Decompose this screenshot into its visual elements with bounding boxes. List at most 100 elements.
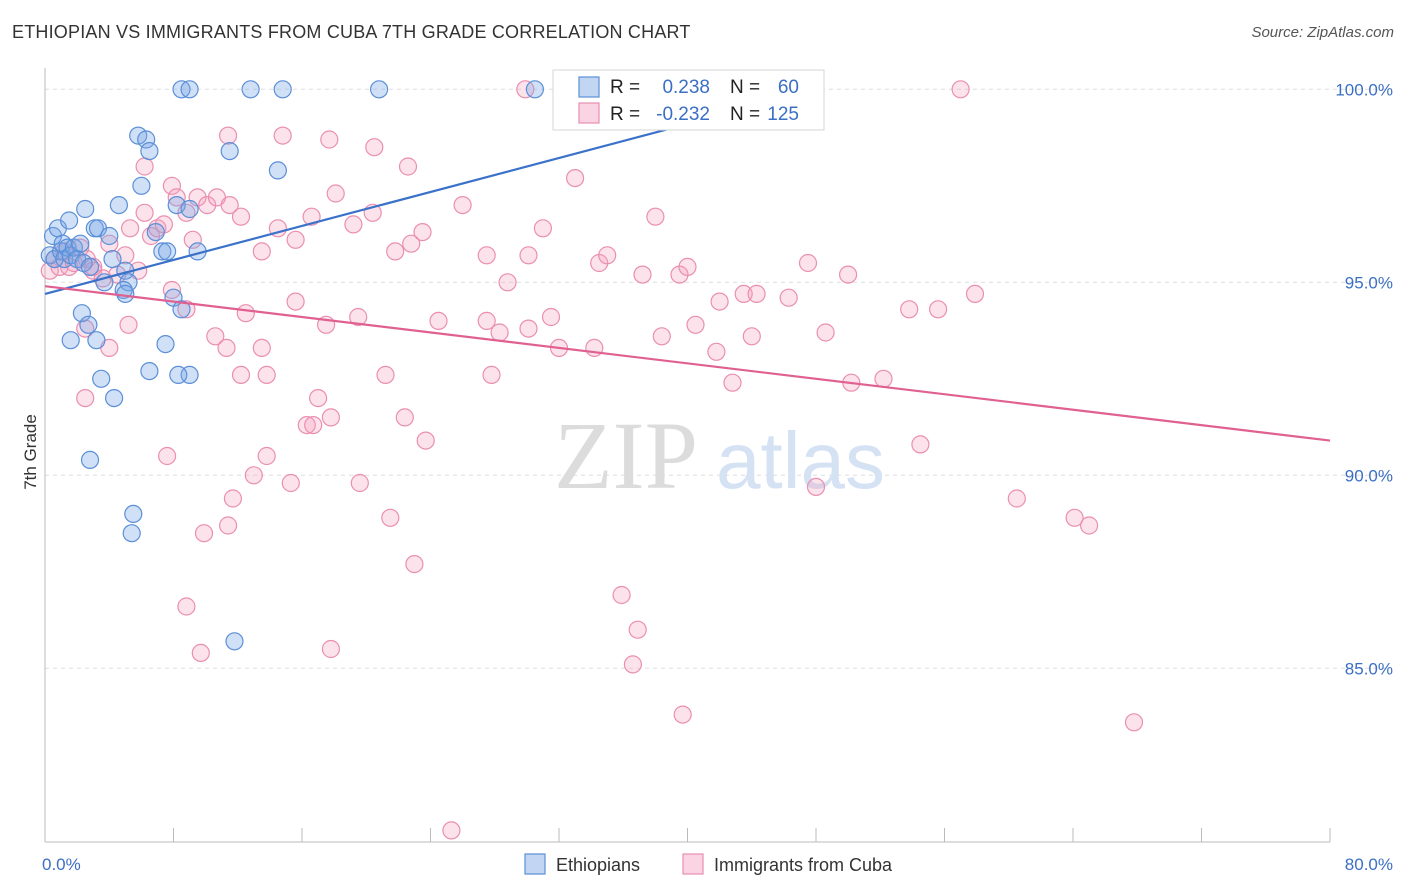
point-cuba-116 [177, 597, 196, 616]
point-cuba-109 [381, 508, 400, 527]
point-cuba-39 [498, 273, 517, 292]
point-ethiopians-40 [370, 80, 389, 99]
point-cuba-96 [723, 373, 742, 392]
point-cuba-113 [1007, 489, 1026, 508]
point-cuba-44 [598, 246, 617, 265]
point-cuba-120 [628, 620, 647, 639]
point-cuba-65 [206, 327, 225, 346]
point-cuba-72 [376, 365, 395, 384]
point-cuba-45 [633, 265, 652, 284]
point-cuba-56 [320, 130, 339, 149]
legend-swatch-ethiopians [578, 76, 600, 98]
point-cuba-92 [257, 365, 276, 384]
point-ethiopians-39 [273, 80, 292, 99]
point-cuba-99 [304, 416, 323, 435]
point-ethiopians-59 [225, 632, 244, 651]
point-cuba-85 [816, 323, 835, 342]
point-cuba-6 [71, 238, 90, 257]
point-cuba-63 [162, 280, 181, 300]
point-cuba-119 [612, 585, 631, 605]
point-cuba-74 [477, 311, 496, 330]
legend-n-label-1: N = [730, 77, 760, 98]
point-cuba-58 [398, 157, 418, 176]
point-cuba-64 [177, 300, 196, 319]
point-cuba-19 [162, 176, 181, 195]
series-ethiopians [40, 80, 545, 651]
point-ethiopians-47 [104, 389, 124, 408]
point-cuba-20 [167, 188, 186, 207]
point-cuba-90 [76, 389, 95, 408]
point-cuba-37 [453, 196, 472, 215]
gridlines [45, 88, 1390, 669]
point-cuba-71 [349, 307, 368, 327]
point-cuba-117 [191, 643, 210, 663]
point-ethiopians-27 [140, 142, 159, 161]
watermark-zip: ZIP [554, 402, 698, 509]
legend-series: Ethiopians Immigrants from Cuba [524, 853, 893, 875]
legend-stats-box [552, 69, 825, 131]
legend-swatch-cuba [578, 102, 600, 124]
data-points [40, 80, 1144, 840]
point-cuba-80 [652, 327, 671, 346]
point-cuba-52 [798, 253, 818, 273]
point-cuba-106 [223, 489, 242, 508]
point-ethiopians-41 [525, 80, 545, 99]
point-cuba-13 [121, 219, 140, 238]
point-cuba-23 [198, 196, 217, 215]
legend-label-ethiopians: Ethiopians [556, 855, 640, 875]
point-cuba-125 [516, 80, 535, 99]
point-cuba-31 [326, 184, 345, 203]
point-cuba-49 [710, 292, 729, 311]
legend-r-label-1: R = [610, 77, 640, 98]
point-cuba-57 [365, 138, 384, 157]
point-cuba-69 [286, 292, 305, 311]
point-cuba-123 [1124, 713, 1144, 732]
point-cuba-41 [533, 219, 553, 238]
point-cuba-124 [442, 821, 461, 840]
point-ethiopians-46 [92, 369, 111, 388]
point-cuba-36 [413, 223, 432, 242]
point-cuba-73 [429, 311, 448, 330]
point-cuba-0 [40, 261, 59, 280]
point-cuba-77 [541, 307, 561, 327]
point-cuba-127 [244, 466, 263, 485]
legend-r-value-1: 0.238 [662, 77, 710, 98]
point-cuba-15 [135, 203, 154, 222]
point-cuba-68 [252, 338, 271, 357]
legend-n-value-1: 60 [778, 77, 799, 98]
point-ethiopians-56 [80, 450, 100, 469]
legend-r-label-2: R = [610, 104, 640, 125]
point-ethiopians-49 [116, 284, 135, 303]
point-ethiopians-28 [146, 223, 165, 242]
point-cuba-29 [286, 230, 305, 249]
point-cuba-98 [297, 416, 316, 435]
point-ethiopians-21 [109, 196, 129, 215]
point-cuba-32 [344, 215, 363, 234]
point-cuba-104 [281, 473, 300, 493]
point-cuba-25 [220, 196, 239, 215]
point-cuba-114 [1065, 508, 1084, 527]
watermark: ZIP atlas [554, 402, 885, 509]
point-ethiopians-55 [169, 365, 188, 384]
point-cuba-102 [158, 446, 177, 466]
point-cuba-126 [951, 80, 970, 99]
point-cuba-34 [386, 242, 405, 261]
point-cuba-30 [302, 207, 321, 226]
point-cuba-107 [194, 524, 214, 543]
point-cuba-111 [806, 477, 826, 496]
point-cuba-81 [686, 315, 705, 334]
point-cuba-101 [416, 431, 435, 450]
point-cuba-48 [678, 257, 697, 276]
point-cuba-27 [252, 242, 271, 261]
point-cuba-94 [321, 408, 340, 427]
trend-line-cuba [44, 285, 1331, 442]
x-tick-label-1: 80.0% [1345, 855, 1393, 874]
point-cuba-55 [273, 126, 292, 145]
point-cuba-35 [402, 234, 421, 253]
point-ethiopians-44 [79, 315, 98, 334]
tick-labels: 85.0% 90.0% 95.0% 100.0% 0.0% 80.0% [42, 80, 1393, 874]
legend-n-label-2: N = [730, 104, 760, 125]
point-cuba-87 [900, 300, 919, 319]
point-cuba-118 [321, 639, 340, 659]
